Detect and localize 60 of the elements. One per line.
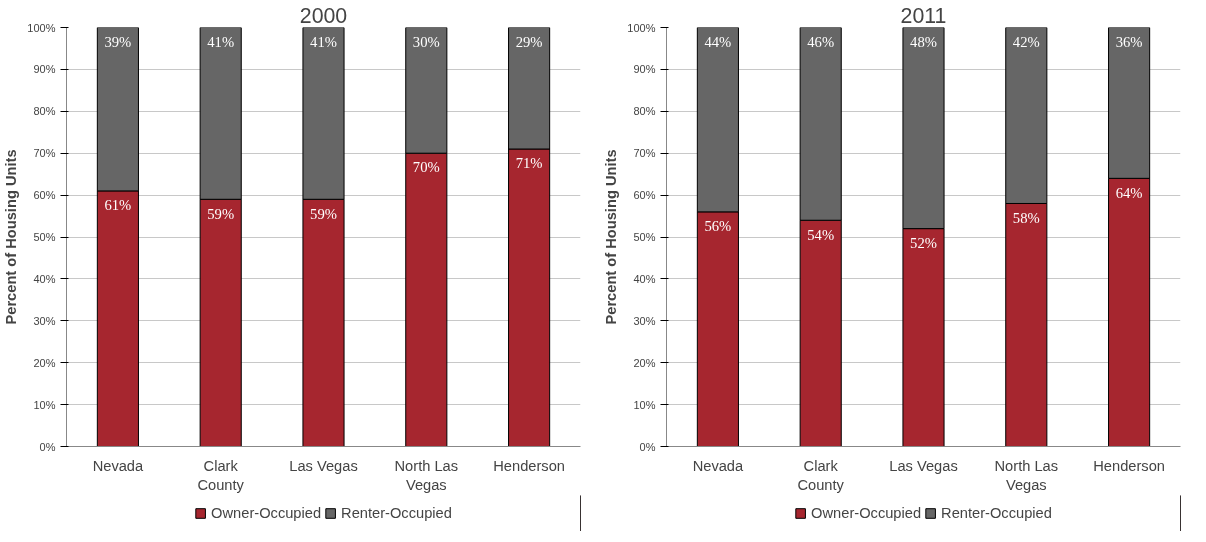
x-tick-label: Las Vegas bbox=[289, 457, 358, 474]
data-label: 48% bbox=[910, 33, 937, 50]
y-tick-label: 100% bbox=[627, 21, 656, 34]
y-tick-label: 50% bbox=[633, 231, 656, 243]
y-tick-label: 30% bbox=[633, 314, 656, 327]
y-tick-label: 0% bbox=[39, 440, 56, 453]
y-axis-title: Percent of Housing Units bbox=[3, 149, 20, 325]
data-label: 36% bbox=[1115, 33, 1143, 50]
y-tick-label: 30% bbox=[33, 314, 56, 327]
x-tick-label: North Las Vegas bbox=[994, 457, 1059, 493]
x-tick-label: Las Vegas bbox=[889, 457, 958, 474]
y-tick-label: 10% bbox=[33, 398, 56, 411]
y-tick-label: 20% bbox=[33, 356, 56, 369]
x-tick-label: Henderson bbox=[493, 457, 565, 474]
data-label: 30% bbox=[412, 33, 440, 50]
y-tick-label: 50% bbox=[33, 231, 56, 243]
x-tick-label: Henderson bbox=[1093, 457, 1165, 474]
legend-label: Owner-Occupied bbox=[811, 505, 922, 521]
data-label: 71% bbox=[515, 155, 543, 172]
y-tick-label: 70% bbox=[33, 147, 56, 160]
y-tick-label: 70% bbox=[633, 147, 656, 160]
x-tick-label: Clark County bbox=[197, 457, 245, 493]
y-tick-label: 80% bbox=[33, 105, 56, 118]
y-tick-label: 20% bbox=[633, 356, 656, 369]
data-label: 64% bbox=[1115, 184, 1143, 201]
y-tick-label: 60% bbox=[633, 189, 656, 202]
data-label: 41% bbox=[207, 33, 235, 50]
y-tick-label: 40% bbox=[633, 272, 656, 285]
legend-label: Renter-Occupied bbox=[941, 505, 1052, 521]
legend-label: Owner-Occupied bbox=[211, 505, 322, 521]
y-tick-label: 60% bbox=[33, 189, 56, 202]
data-label: 56% bbox=[704, 218, 732, 235]
y-tick-label: 0% bbox=[639, 440, 656, 453]
data-label: 42% bbox=[1012, 33, 1040, 50]
data-label: 29% bbox=[515, 33, 543, 50]
data-label: 54% bbox=[807, 226, 835, 243]
data-label: 61% bbox=[104, 197, 132, 214]
data-label: 39% bbox=[104, 33, 132, 50]
data-label: 58% bbox=[1012, 209, 1040, 226]
y-tick-label: 40% bbox=[33, 272, 56, 285]
data-label: 41% bbox=[310, 33, 337, 50]
x-tick-label: North Las Vegas bbox=[394, 457, 459, 493]
x-tick-label: Clark County bbox=[797, 457, 845, 493]
data-label: 70% bbox=[412, 159, 440, 176]
legend-label: Renter-Occupied bbox=[341, 505, 452, 521]
data-label: 52% bbox=[910, 234, 937, 251]
y-tick-label: 90% bbox=[33, 63, 56, 76]
y-tick-label: 90% bbox=[633, 63, 656, 76]
y-tick-label: 10% bbox=[633, 398, 656, 411]
data-label: 59% bbox=[207, 205, 235, 222]
data-label: 46% bbox=[807, 33, 835, 50]
data-label: 59% bbox=[310, 205, 337, 222]
x-tick-label: Nevada bbox=[92, 457, 145, 474]
y-tick-label: 100% bbox=[27, 21, 56, 34]
x-tick-label: Nevada bbox=[692, 457, 745, 474]
y-axis-title: Percent of Housing Units bbox=[603, 149, 620, 325]
data-label: 44% bbox=[704, 33, 732, 50]
chart-title: 2011 bbox=[900, 3, 947, 28]
y-tick-label: 80% bbox=[633, 105, 656, 118]
chart-title: 2000 bbox=[299, 3, 348, 28]
